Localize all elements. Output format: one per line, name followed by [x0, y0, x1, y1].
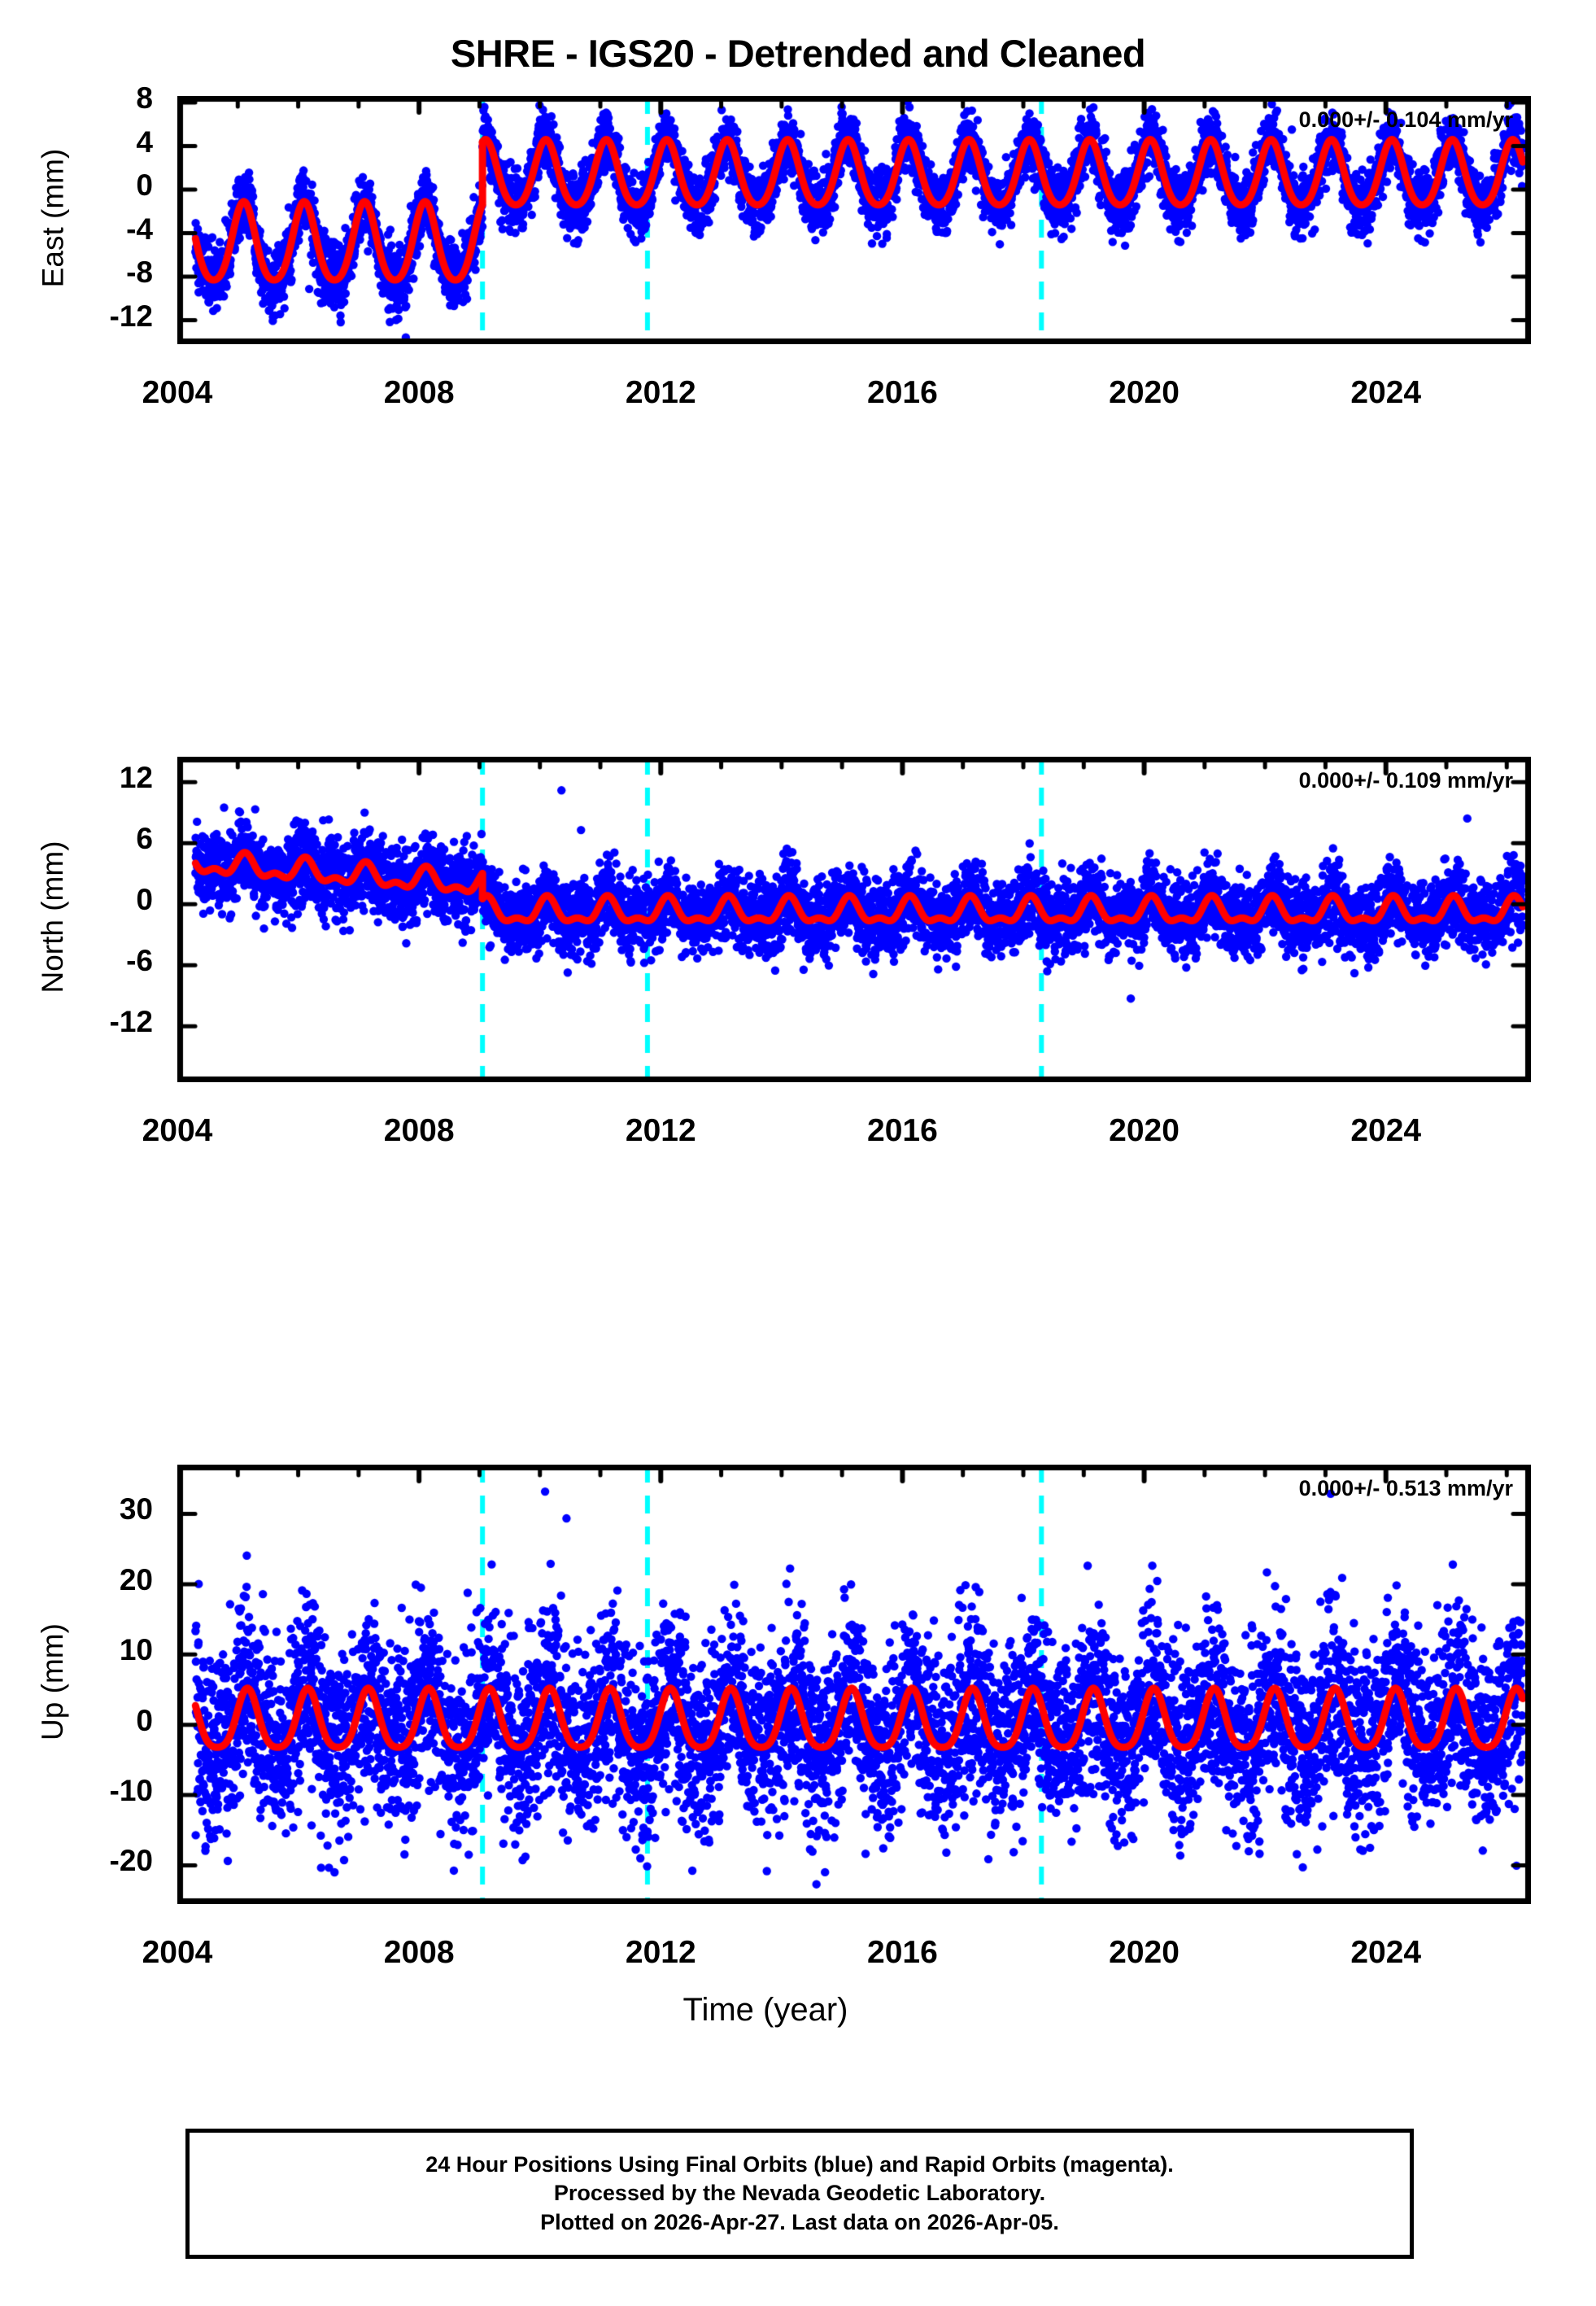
rate-annotation-up: 0.000+/- 0.513 mm/yr: [1298, 1476, 1513, 1500]
y-tick-label-north-1: 6: [136, 822, 153, 856]
x-tick-label-up-4: 2020: [1109, 1935, 1180, 1970]
y-axis-label-north: North (mm): [36, 841, 69, 994]
x-tick-label-north-2: 2012: [625, 1113, 696, 1148]
y-tick-label-east-1: 4: [136, 124, 153, 159]
plot-panel-up: [177, 1465, 1531, 1904]
rate-annotation-east: 0.000+/- 0.104 mm/yr: [1298, 107, 1513, 132]
x-tick-label-north-1: 2008: [383, 1113, 455, 1148]
x-tick-label-up-3: 2016: [867, 1935, 938, 1970]
y-tick-label-north-3: -6: [126, 944, 153, 978]
x-tick-label-north-5: 2024: [1350, 1113, 1422, 1148]
y-tick-label-up-2: 10: [119, 1633, 153, 1667]
page-title: SHRE - IGS20 - Detrended and Cleaned: [450, 32, 1146, 75]
y-axis-label-up: Up (mm): [36, 1623, 69, 1740]
y-tick-label-east-0: 8: [136, 81, 153, 116]
x-tick-label-up-0: 2004: [142, 1935, 213, 1970]
x-tick-label-east-5: 2024: [1350, 375, 1422, 410]
plot-canvas-up: [177, 1465, 1531, 1904]
caption-line-1: 24 Hour Positions Using Final Orbits (bl…: [425, 2151, 1174, 2177]
x-tick-label-east-3: 2016: [867, 375, 938, 410]
x-tick-label-north-3: 2016: [867, 1113, 938, 1148]
x-tick-label-north-4: 2020: [1109, 1113, 1180, 1148]
x-axis-label: Time (year): [682, 1992, 848, 2028]
y-tick-label-east-4: -8: [126, 255, 153, 290]
x-tick-label-east-4: 2020: [1109, 375, 1180, 410]
plot-canvas-east: [177, 96, 1531, 344]
x-tick-label-up-1: 2008: [383, 1935, 455, 1970]
y-tick-label-up-5: -20: [109, 1844, 153, 1878]
caption-box: 24 Hour Positions Using Final Orbits (bl…: [185, 2129, 1414, 2259]
rate-annotation-north: 0.000+/- 0.109 mm/yr: [1298, 768, 1513, 793]
y-tick-label-up-3: 0: [136, 1703, 153, 1737]
y-tick-label-east-5: -12: [109, 299, 153, 333]
y-tick-label-east-2: 0: [136, 168, 153, 203]
plot-panel-north: [177, 757, 1531, 1082]
y-tick-label-north-4: -12: [109, 1005, 153, 1039]
y-tick-label-up-4: -10: [109, 1774, 153, 1808]
plot-panel-east: [177, 96, 1531, 344]
y-tick-label-up-0: 30: [119, 1492, 153, 1526]
plot-canvas-north: [177, 757, 1531, 1082]
y-axis-label-east: East (mm): [36, 148, 69, 287]
x-tick-label-east-2: 2012: [625, 375, 696, 410]
caption-line-2: Processed by the Nevada Geodetic Laborat…: [553, 2181, 1046, 2206]
y-tick-label-north-0: 12: [119, 761, 153, 795]
caption-line-3: Plotted on 2026-Apr-27. Last data on 202…: [540, 2209, 1059, 2234]
y-tick-label-north-2: 0: [136, 883, 153, 917]
x-tick-label-east-0: 2004: [142, 375, 213, 410]
x-tick-label-up-5: 2024: [1350, 1935, 1422, 1970]
y-tick-label-up-1: 20: [119, 1562, 153, 1596]
x-tick-label-east-1: 2008: [383, 375, 455, 410]
x-tick-label-up-2: 2012: [625, 1935, 696, 1970]
y-tick-label-east-3: -4: [126, 212, 153, 246]
x-tick-label-north-0: 2004: [142, 1113, 213, 1148]
